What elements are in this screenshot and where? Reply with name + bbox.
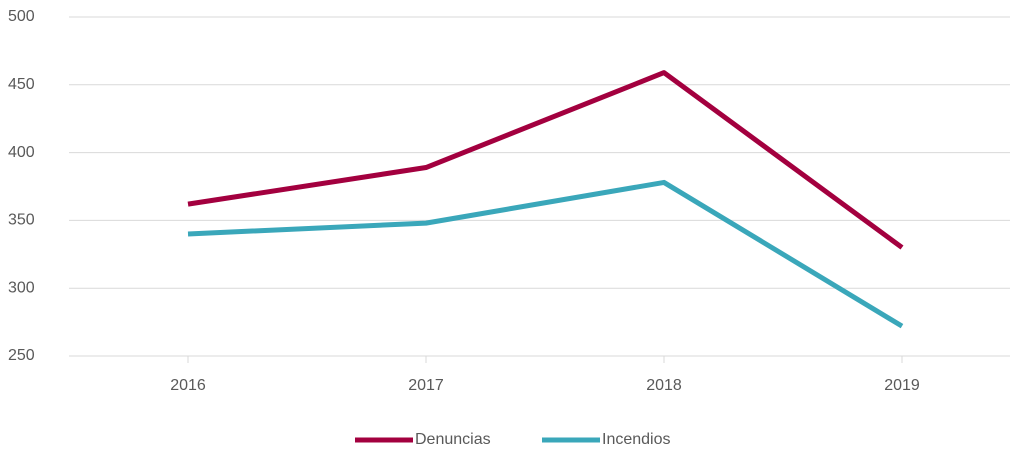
y-tick-label: 400 [8, 144, 35, 161]
line-series [187, 179, 904, 329]
y-tick-label: 350 [8, 212, 35, 229]
y-tick-label: 250 [8, 347, 35, 364]
y-tick-label: 450 [8, 76, 35, 93]
legend-label: Incendios [602, 431, 671, 448]
line-series [187, 70, 904, 250]
x-tick-label: 2016 [170, 377, 206, 394]
y-tick-label: 500 [8, 8, 35, 25]
x-tick-label: 2017 [408, 377, 444, 394]
legend-label: Denuncias [415, 431, 491, 448]
y-tick-label: 300 [8, 279, 35, 296]
x-tick-label: 2018 [646, 377, 682, 394]
x-tick-label: 2019 [884, 377, 920, 394]
